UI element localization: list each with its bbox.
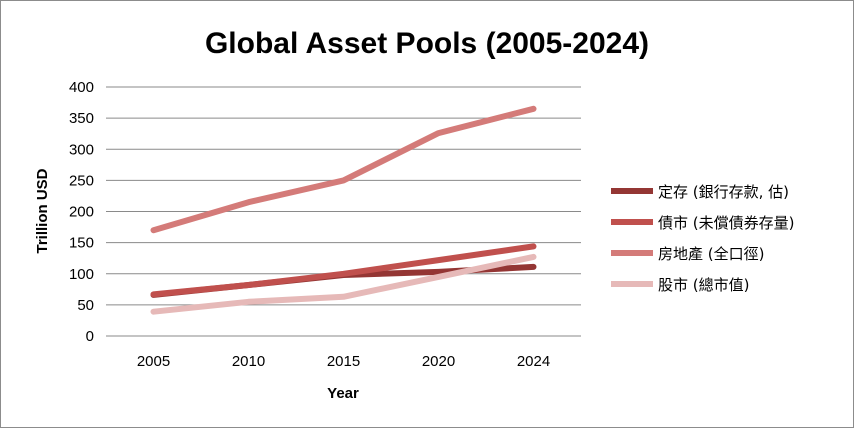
- x-tick-label: 2010: [232, 353, 265, 370]
- x-tick-label: 2024: [517, 353, 550, 370]
- y-axis-ticks: 0 50 100 150 200 250 300 350 400: [69, 79, 94, 345]
- x-axis-label: Year: [327, 385, 359, 402]
- series-lines: [150, 105, 537, 315]
- y-tick-label: 250: [69, 172, 94, 189]
- series-line-2: [150, 243, 537, 298]
- series-line-4: [150, 253, 537, 315]
- y-tick-label: 300: [69, 141, 94, 158]
- y-tick-label: 0: [86, 328, 94, 345]
- legend-label-1: 定存 (銀行存款, 估): [658, 183, 789, 201]
- legend-label-2: 債市 (未償債券存量): [658, 214, 794, 232]
- series-line-3: [150, 105, 537, 234]
- legend: 定存 (銀行存款, 估) 債市 (未償債券存量) 房地產 (全口徑) 股市 (總市值): [611, 183, 794, 294]
- y-tick-label: 200: [69, 204, 94, 221]
- legend-label-4: 股市 (總市值): [658, 276, 749, 294]
- x-tick-label: 2015: [327, 353, 360, 370]
- y-tick-label: 350: [69, 110, 94, 127]
- chart-title: Global Asset Pools (2005-2024): [205, 27, 649, 60]
- x-axis-ticks: 2005 2010 2015 2020 2024: [137, 353, 550, 370]
- x-tick-label: 2020: [422, 353, 455, 370]
- y-tick-label: 100: [69, 266, 94, 283]
- y-tick-label: 150: [69, 235, 94, 252]
- x-tick-label: 2005: [137, 353, 170, 370]
- y-tick-label: 400: [69, 79, 94, 96]
- legend-label-3: 房地產 (全口徑): [658, 245, 764, 263]
- y-tick-label: 50: [77, 297, 94, 314]
- y-axis-label: Trillion USD: [34, 168, 51, 253]
